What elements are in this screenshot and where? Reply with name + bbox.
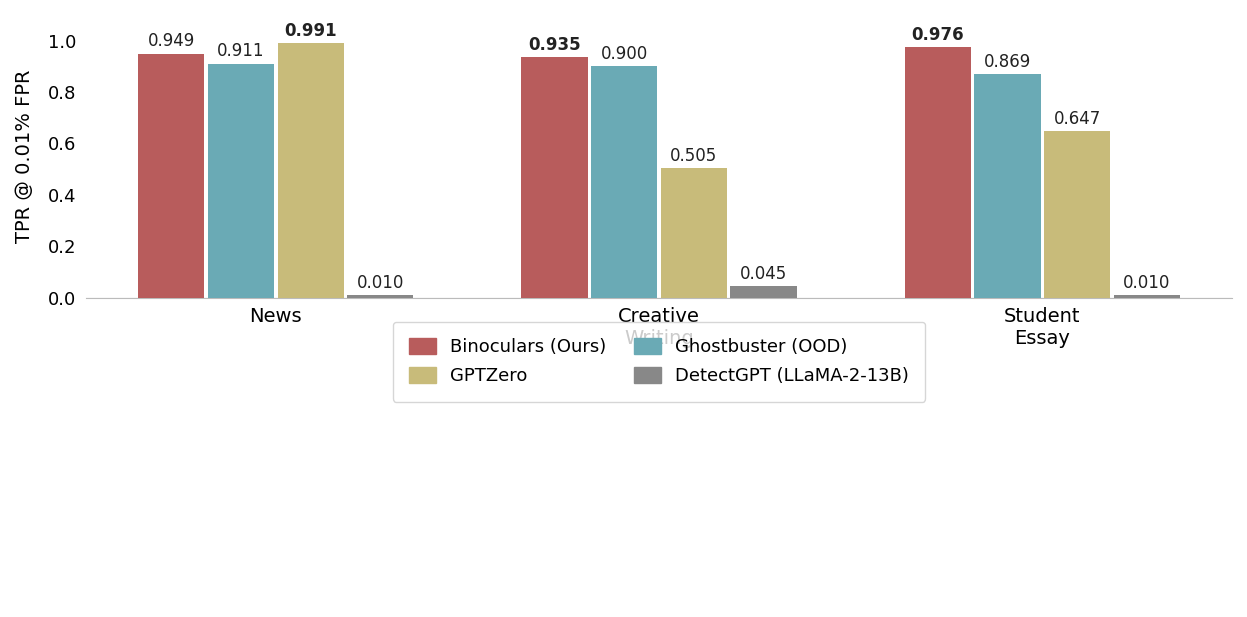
Text: 0.010: 0.010 — [1124, 274, 1171, 292]
Bar — [731, 286, 797, 297]
Bar — [661, 168, 727, 297]
Text: 0.976: 0.976 — [912, 25, 964, 44]
Bar — [904, 47, 971, 297]
Text: 0.505: 0.505 — [671, 146, 717, 165]
Bar — [208, 64, 274, 297]
Text: 0.935: 0.935 — [529, 36, 581, 54]
Bar — [278, 43, 344, 297]
Bar — [591, 67, 657, 297]
Text: 0.900: 0.900 — [601, 45, 648, 63]
Text: 0.869: 0.869 — [984, 53, 1031, 71]
Bar — [521, 57, 587, 297]
Text: 0.911: 0.911 — [217, 42, 264, 60]
Legend: Binoculars (Ours), GPTZero, Ghostbuster (OOD), DetectGPT (LLaMA-2-13B): Binoculars (Ours), GPTZero, Ghostbuster … — [393, 321, 925, 402]
Bar — [974, 74, 1040, 297]
Bar — [1114, 295, 1180, 297]
Text: 0.949: 0.949 — [147, 33, 195, 51]
Bar — [1044, 131, 1110, 297]
Bar — [347, 295, 414, 297]
Text: 0.647: 0.647 — [1054, 110, 1101, 128]
Text: 0.010: 0.010 — [357, 274, 404, 292]
Text: 0.045: 0.045 — [739, 265, 787, 283]
Bar — [138, 54, 205, 297]
Y-axis label: TPR @ 0.01% FPR: TPR @ 0.01% FPR — [15, 70, 34, 243]
Text: 0.991: 0.991 — [284, 22, 337, 39]
